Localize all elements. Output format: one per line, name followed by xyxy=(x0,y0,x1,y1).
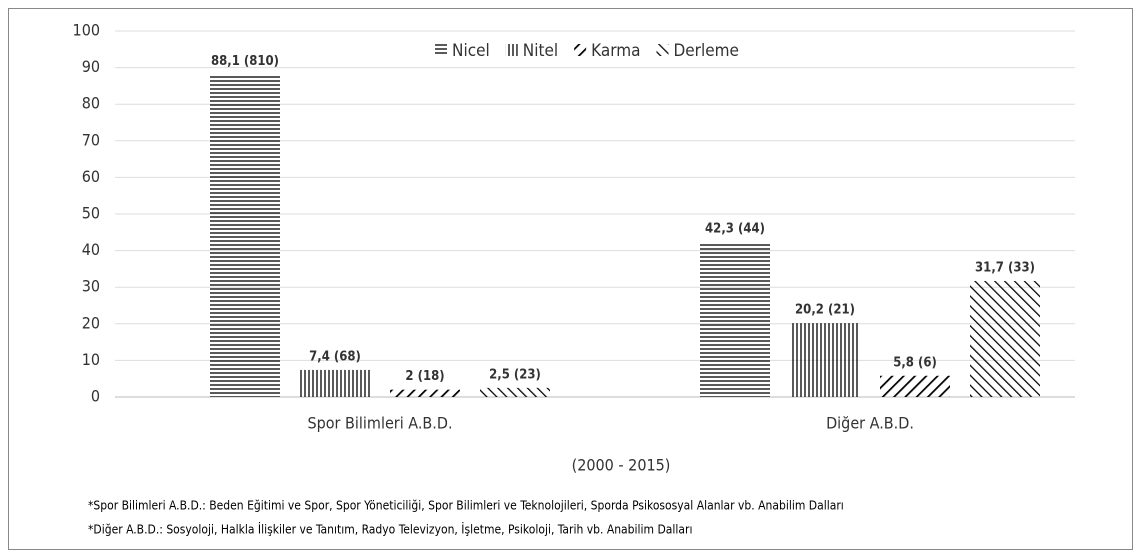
legend-swatch xyxy=(656,44,669,56)
y-tick-label: 10 xyxy=(82,350,100,369)
legend-swatch xyxy=(574,44,587,56)
bar xyxy=(480,387,550,397)
y-tick-label: 0 xyxy=(91,387,100,406)
frame xyxy=(8,8,1133,550)
legend-label: Derleme xyxy=(673,41,738,61)
value-label: 88,1 (810) xyxy=(211,54,279,69)
y-tick-label: 20 xyxy=(82,313,100,332)
value-label: 7,4 (68) xyxy=(309,349,361,364)
y-tick-label: 80 xyxy=(82,94,100,113)
y-tick-label: 100 xyxy=(73,21,100,40)
y-tick-label: 30 xyxy=(82,277,100,296)
legend-label: Nitel xyxy=(523,41,558,61)
note: *Spor Bilimleri A.B.D.: Beden Eğitimi ve… xyxy=(88,499,844,513)
bar xyxy=(970,280,1040,397)
legend-swatch xyxy=(435,44,447,56)
x-tick-label: Diğer A.B.D. xyxy=(826,414,914,433)
y-tick-label: 70 xyxy=(82,130,100,149)
x-axis-label: (2000 - 2015) xyxy=(572,456,671,475)
legend-swatch xyxy=(505,44,518,56)
value-label: 2,5 (23) xyxy=(489,367,541,382)
value-label: 5,8 (6) xyxy=(893,355,937,370)
bar xyxy=(790,323,860,397)
value-label: 42,3 (44) xyxy=(705,222,765,237)
note: *Diğer A.B.D.: Sosyoloji, Halkla İlişkil… xyxy=(88,522,692,537)
x-tick-label: Spor Bilimleri A.B.D. xyxy=(307,414,452,433)
value-label: 20,2 (21) xyxy=(795,303,855,318)
bar xyxy=(700,242,770,397)
bar xyxy=(300,369,370,397)
bar xyxy=(390,389,460,397)
y-tick-label: 90 xyxy=(82,57,100,76)
bar xyxy=(210,74,280,397)
y-tick-label: 40 xyxy=(82,240,100,259)
y-tick-label: 50 xyxy=(82,204,100,223)
legend-label: Nicel xyxy=(452,41,490,61)
bar xyxy=(880,375,950,397)
y-tick-label: 60 xyxy=(82,167,100,186)
value-label: 2 (18) xyxy=(405,369,444,384)
value-label: 31,7 (33) xyxy=(975,260,1035,275)
legend-label: Karma xyxy=(591,41,640,61)
